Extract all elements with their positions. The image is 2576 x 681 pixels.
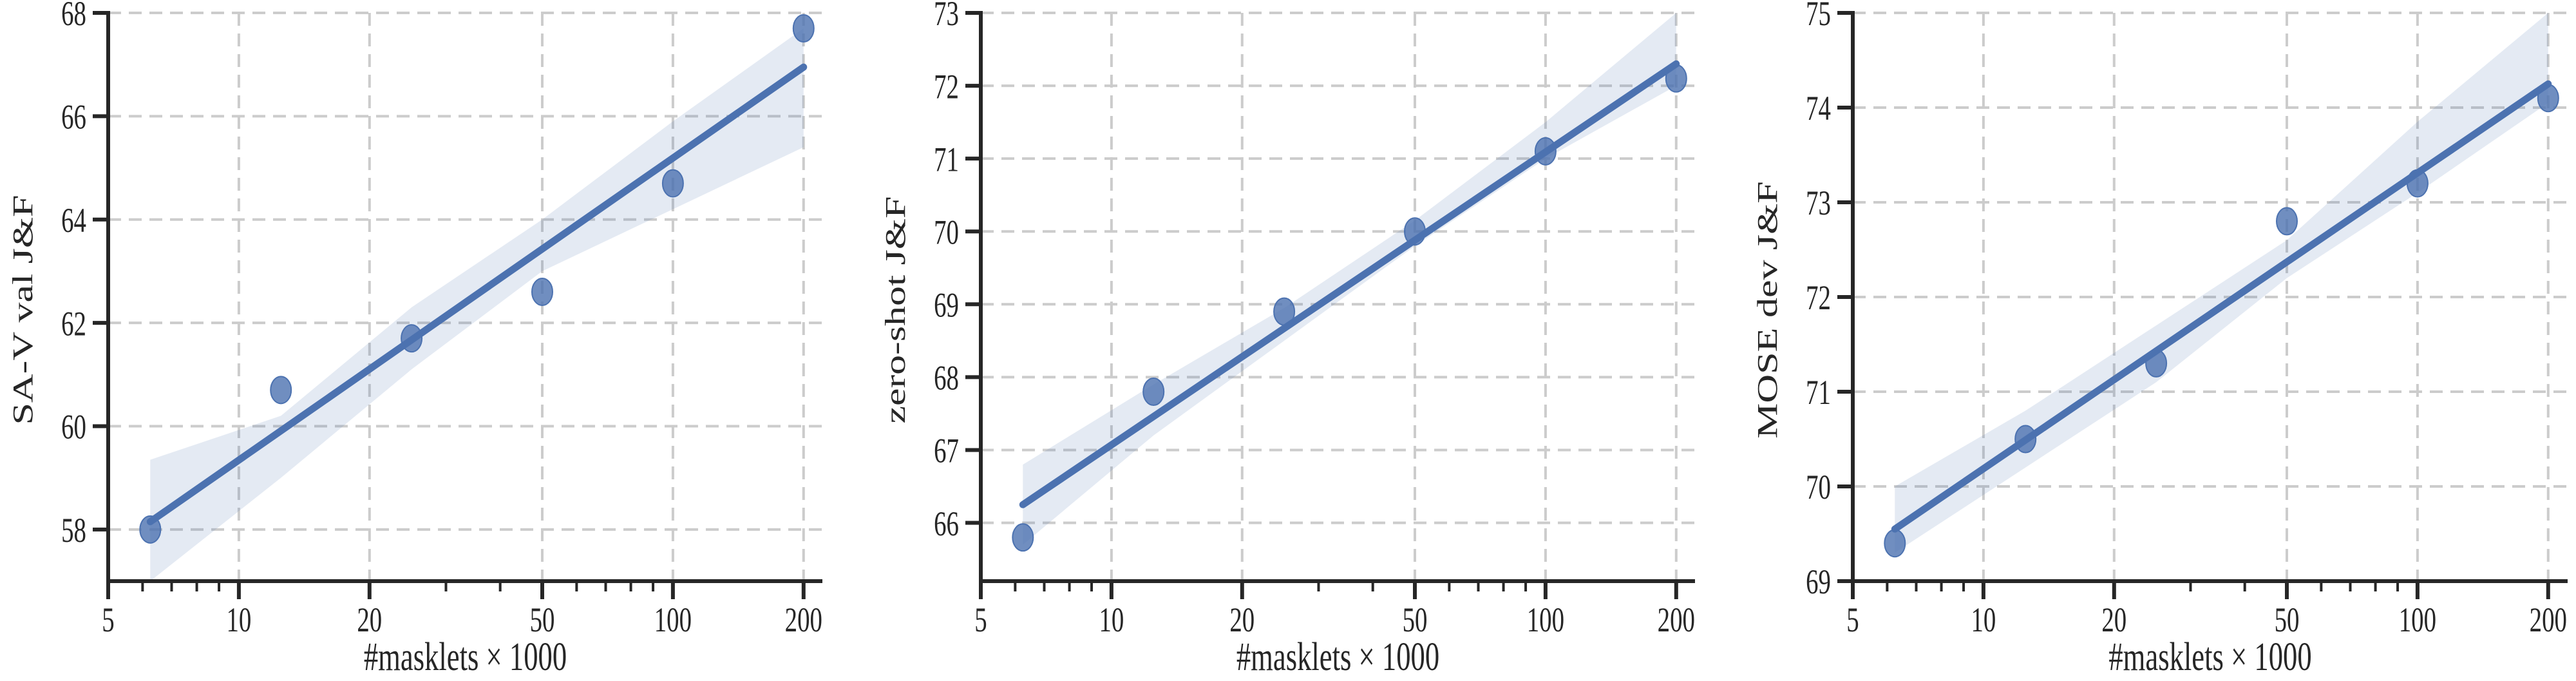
y-tick-label: 69 — [934, 286, 959, 325]
y-tick-label: 71 — [1806, 374, 1831, 412]
y-axis-ticks: 69 70 71 72 73 74 75 — [1806, 0, 1853, 602]
data-point — [2537, 84, 2559, 113]
x-tick-label: 20 — [357, 601, 382, 640]
y-tick-label: 68 — [61, 0, 86, 34]
data-points — [1884, 84, 2559, 558]
y-tick-label: 64 — [61, 202, 86, 240]
y-tick-label: 66 — [61, 99, 86, 137]
data-point — [531, 277, 553, 306]
x-tick-label: 5 — [102, 601, 114, 640]
data-point — [661, 169, 684, 198]
data-points — [139, 14, 815, 544]
y-axis-ticks: 66 67 68 69 70 71 72 73 — [934, 0, 981, 543]
x-tick-label: 10 — [1971, 601, 1996, 640]
x-axis-label: #masklets × 1000 — [2108, 635, 2311, 678]
y-tick-label: 73 — [1806, 184, 1831, 223]
regression-line — [1019, 60, 1680, 508]
y-tick-label: 68 — [934, 360, 959, 398]
gridlines — [108, 12, 822, 581]
data-point — [401, 324, 423, 353]
panel-zero-shot: 66 67 68 69 70 71 72 73 5 10 20 50 100 200 #masklets ×… — [879, 0, 1695, 679]
y-tick-label: 66 — [934, 505, 959, 544]
y-tick-label: 60 — [61, 408, 86, 447]
x-tick-label: 50 — [1403, 601, 1428, 640]
data-point — [1665, 64, 1687, 93]
data-point — [1534, 137, 1557, 166]
confidence-band — [1023, 13, 1676, 545]
regression-line — [146, 63, 808, 526]
x-axis-label: #masklets × 1000 — [1236, 635, 1439, 678]
y-tick-label: 72 — [1806, 279, 1831, 318]
y-tick-label: 74 — [1806, 90, 1831, 128]
x-axis-ticks: 5 10 20 50 100 200 — [1846, 581, 2567, 640]
gridlines — [1853, 12, 2568, 581]
data-point — [2014, 425, 2037, 454]
x-tick-label: 200 — [2530, 601, 2567, 640]
data-point — [2145, 349, 2168, 378]
x-tick-label: 20 — [2101, 601, 2126, 640]
x-tick-label: 200 — [785, 601, 822, 640]
regression-line — [1891, 80, 2552, 533]
data-point — [1273, 297, 1296, 326]
data-point — [1012, 523, 1034, 552]
y-axis-label: SA-V val J&F — [6, 195, 39, 425]
x-tick-label: 50 — [2275, 601, 2300, 640]
y-tick-label: 62 — [61, 305, 86, 343]
x-tick-label: 20 — [1229, 601, 1255, 640]
x-tick-label: 100 — [1527, 601, 1564, 640]
x-tick-label: 200 — [1658, 601, 1695, 640]
y-tick-label: 70 — [1806, 468, 1831, 507]
gridlines — [981, 12, 1695, 581]
y-tick-label: 58 — [61, 512, 86, 550]
panel-sa-v-val: 58 60 62 64 66 68 5 10 20 50 100 200 #masklets × 100… — [6, 0, 822, 679]
data-point — [2406, 169, 2429, 198]
y-axis-label: MOSE dev J&F — [1751, 181, 1783, 439]
x-axis-ticks: 5 10 20 50 100 200 — [974, 581, 1695, 640]
panel-mose-dev: 69 70 71 72 73 74 75 5 10 20 50 100 200 #masklets × 1… — [1751, 0, 2568, 679]
y-tick-label: 72 — [934, 68, 959, 106]
x-tick-label: 5 — [974, 601, 987, 640]
x-axis-label: #masklets × 1000 — [364, 635, 567, 678]
x-axis-ticks: 5 10 20 50 100 200 — [102, 581, 822, 640]
x-tick-label: 10 — [1099, 601, 1124, 640]
y-tick-label: 67 — [934, 432, 959, 471]
data-point — [270, 376, 292, 405]
data-point — [792, 14, 815, 43]
x-tick-label: 100 — [654, 601, 692, 640]
y-axis-ticks: 58 60 62 64 66 68 — [61, 0, 108, 550]
data-point — [1404, 217, 1426, 246]
data-points — [1012, 64, 1687, 552]
y-axis-label: zero-shot J&F — [879, 197, 911, 424]
data-point — [1884, 529, 1906, 558]
x-tick-label: 100 — [2399, 601, 2436, 640]
confidence-band — [1895, 13, 2548, 553]
y-tick-label: 69 — [1806, 563, 1831, 602]
data-point — [1142, 378, 1165, 406]
y-tick-label: 71 — [934, 140, 959, 179]
y-tick-label: 70 — [934, 213, 959, 252]
y-tick-label: 73 — [934, 0, 959, 34]
x-tick-label: 5 — [1846, 601, 1859, 640]
x-tick-label: 10 — [226, 601, 251, 640]
x-tick-label: 50 — [530, 601, 555, 640]
confidence-band — [150, 28, 804, 581]
y-tick-label: 75 — [1806, 0, 1831, 34]
data-point — [2276, 207, 2298, 236]
data-point — [139, 515, 162, 544]
